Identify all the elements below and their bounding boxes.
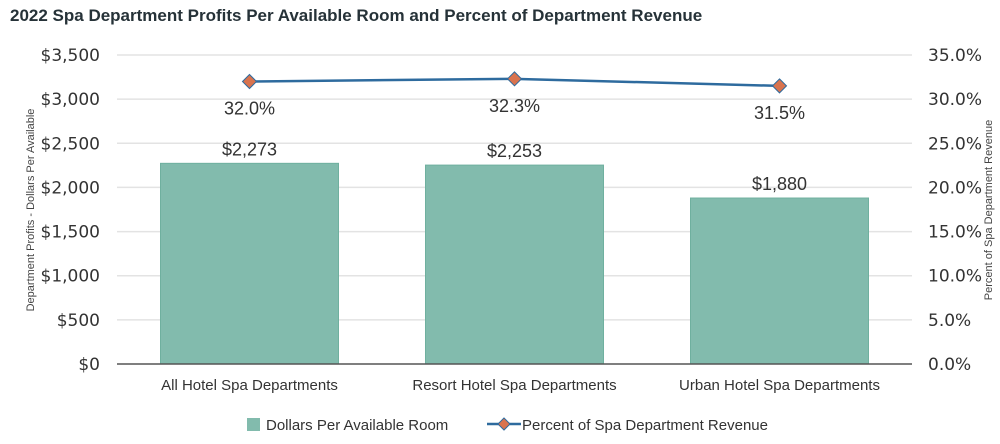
line-marker [771, 78, 788, 94]
legend-label: Percent of Spa Department Revenue [522, 417, 768, 434]
x-tick-label: Urban Hotel Spa Departments [679, 377, 880, 394]
y2-tick-label: 15.0% [928, 223, 982, 243]
y2-tick-label: 30.0% [928, 90, 982, 110]
y-tick-label: $3,000 [41, 90, 100, 110]
y2-tick-label: 5.0% [928, 311, 971, 331]
x-tick-label: All Hotel Spa Departments [161, 377, 338, 394]
y2-tick-label: 35.0% [928, 46, 982, 66]
y2-axis-title: Percent of Spa Department Revenue [983, 120, 995, 300]
legend-marker [497, 417, 511, 431]
y2-tick-label: 20.0% [928, 178, 982, 198]
chart-title: 2022 Spa Department Profits Per Availabl… [10, 6, 703, 25]
y-axis-title: Department Profits - Dollars Per Availab… [25, 109, 37, 312]
y-tick-label: $3,500 [41, 46, 100, 66]
y2-tick-label: 0.0% [928, 355, 971, 375]
line-data-label: 32.0% [224, 98, 275, 118]
bar-data-label: $2,273 [222, 139, 277, 159]
line-marker [241, 73, 258, 90]
y2-tick-label: 25.0% [928, 134, 982, 154]
y-tick-label: $1,000 [41, 267, 100, 287]
y2-tick-label: 10.0% [928, 267, 982, 287]
y-tick-label: $2,000 [41, 178, 100, 198]
y-tick-label: $1,500 [41, 223, 100, 243]
y-tick-label: $2,500 [41, 134, 100, 154]
line-data-label: 32.3% [489, 96, 540, 116]
bar [160, 162, 339, 365]
bar [690, 197, 869, 365]
y-tick-label: $500 [57, 311, 100, 331]
line-data-label: 31.5% [754, 103, 805, 123]
bar-data-label: $1,880 [752, 174, 807, 194]
x-tick-label: Resort Hotel Spa Departments [412, 377, 616, 394]
y-tick-label: $0 [78, 355, 100, 375]
bar [425, 164, 604, 365]
line-marker [506, 71, 523, 87]
legend-label: Dollars Per Available Room [266, 417, 448, 434]
legend-swatch-bar [247, 418, 260, 431]
bar-data-label: $2,253 [487, 141, 542, 161]
